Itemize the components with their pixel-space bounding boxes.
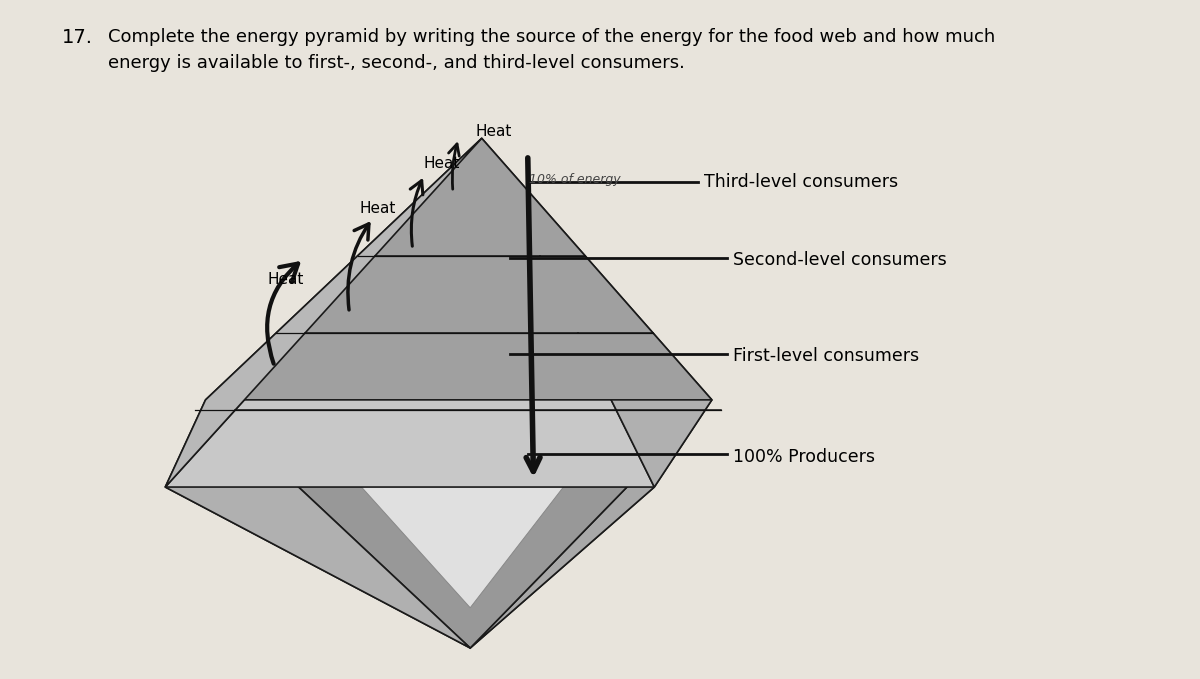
Text: Heat: Heat [268,272,305,287]
FancyArrowPatch shape [449,144,460,189]
Text: Second-level consumers: Second-level consumers [732,251,947,270]
Polygon shape [166,139,481,487]
Polygon shape [166,487,654,648]
Polygon shape [349,474,574,608]
FancyArrowPatch shape [410,181,422,246]
Polygon shape [481,139,712,487]
Polygon shape [470,400,712,648]
Text: Heat: Heat [360,201,396,216]
Text: First-level consumers: First-level consumers [732,347,919,365]
FancyArrowPatch shape [348,224,368,310]
Text: Heat: Heat [475,124,511,139]
Polygon shape [166,400,470,648]
FancyArrowPatch shape [268,263,298,364]
Text: 100% Producers: 100% Producers [732,448,875,466]
Text: 17.: 17. [61,28,92,47]
Text: Complete the energy pyramid by writing the source of the energy for the food web: Complete the energy pyramid by writing t… [108,28,995,72]
Polygon shape [205,139,712,400]
Text: Third-level consumers: Third-level consumers [704,173,898,191]
Polygon shape [166,139,654,487]
Text: Heat: Heat [424,156,460,171]
Text: 10% of energy: 10% of energy [529,173,620,186]
Polygon shape [205,400,712,648]
